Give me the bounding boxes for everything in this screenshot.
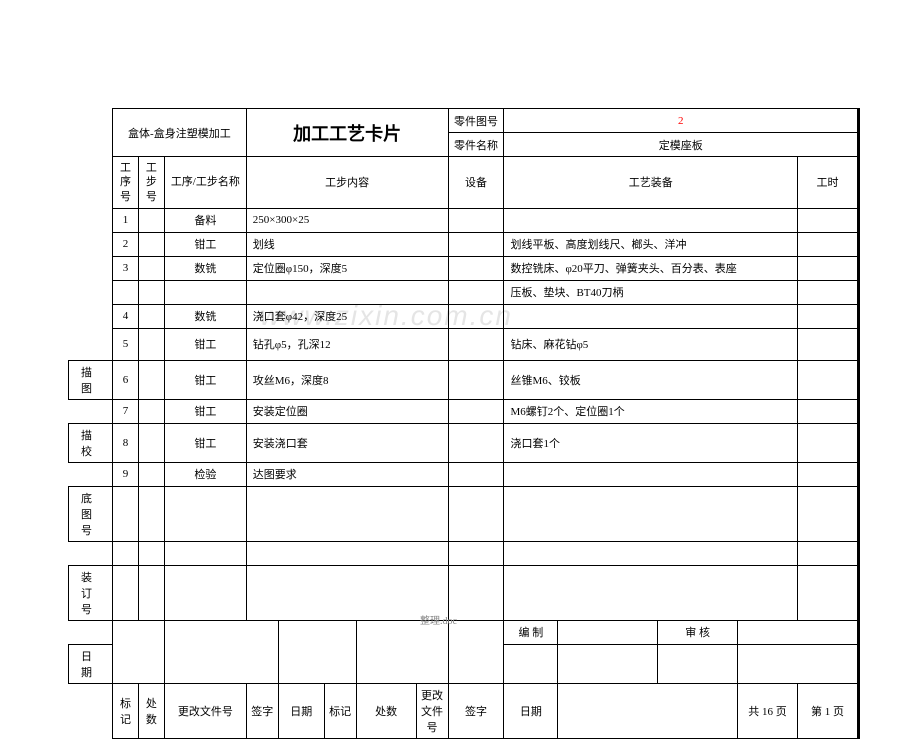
card-title: 加工工艺卡片 — [246, 109, 448, 157]
count-label: 处数 — [138, 683, 164, 738]
table-row: 编 制 审 核 — [69, 620, 858, 644]
table-row: 3 数铣 定位圈φ150，深度5 数控铣床、φ20平刀、弹簧夹头、百分表、表座 — [69, 256, 858, 280]
main-table: 盒体-盒身注塑模加工 加工工艺卡片 零件图号 2 零件名称 定模座板 工序号 工… — [68, 108, 858, 739]
table-row — [69, 541, 858, 565]
table-row: 7 钳工 安装定位圈 M6螺钉2个、定位圈1个 — [69, 399, 858, 423]
page-number: 第 1 页 — [797, 683, 857, 738]
left-label-base: 底图号 — [69, 486, 113, 541]
left-label-date: 日 期 — [69, 644, 113, 683]
change-file-label: 更改文件号 — [164, 683, 246, 738]
col-content: 工步内容 — [246, 157, 448, 209]
count-label2: 处数 — [356, 683, 416, 738]
col-seq: 工序号 — [112, 157, 138, 209]
col-hours: 工时 — [797, 157, 857, 209]
table-row: 2 钳工 划线 划线平板、高度划线尺、榔头、洋冲 — [69, 232, 858, 256]
table-row: 描 图 6 钳工 攻丝M6，深度8 丝锥M6、铰板 — [69, 360, 858, 399]
compile-label: 编 制 — [504, 620, 558, 644]
left-label-draw: 描 图 — [69, 360, 113, 399]
sign-label2: 签字 — [448, 683, 504, 738]
process-card: 盒体-盒身注塑模加工 加工工艺卡片 零件图号 2 零件名称 定模座板 工序号 工… — [68, 108, 860, 739]
table-row: 标记 处数 更改文件号 签字 日期 标记 处数 更改文件号 签字 日期 共 16… — [69, 683, 858, 738]
audit-label: 审 核 — [658, 620, 738, 644]
table-row: 压板、垫块、BT40刀柄 — [69, 280, 858, 304]
table-row: 9 检验 达图要求 — [69, 462, 858, 486]
footer-text: 整理.doc — [420, 612, 457, 627]
left-label-check: 描 校 — [69, 423, 113, 462]
col-device: 设备 — [448, 157, 504, 209]
table-row: 底图号 — [69, 486, 858, 541]
col-name: 工序/工步名称 — [164, 157, 246, 209]
mark-label: 标记 — [112, 683, 138, 738]
date-label: 日期 — [278, 683, 324, 738]
part-number: 2 — [504, 109, 858, 133]
col-step: 工步号 — [138, 157, 164, 209]
table-row: 描 校 8 钳工 安装浇口套 浇口套1个 — [69, 423, 858, 462]
table-row: 5 钳工 钻孔φ5，孔深12 钻床、麻花钻φ5 — [69, 328, 858, 360]
date-label2: 日期 — [504, 683, 558, 738]
product-name: 盒体-盒身注塑模加工 — [112, 109, 246, 157]
sign-label: 签字 — [246, 683, 278, 738]
mark-label2: 标记 — [324, 683, 356, 738]
table-row: 4 数铣 浇口套φ42，深度25 — [69, 304, 858, 328]
change-file-label2: 更改文件号 — [416, 683, 448, 738]
col-equip: 工艺装备 — [504, 157, 798, 209]
left-label-bind: 装订号 — [69, 565, 113, 620]
part-name-label: 零件名称 — [448, 133, 504, 157]
table-row: 1 备料 250×300×25 — [69, 208, 858, 232]
part-name: 定模座板 — [504, 133, 858, 157]
table-row: 装订号 — [69, 565, 858, 620]
part-number-label: 零件图号 — [448, 109, 504, 133]
total-pages: 共 16 页 — [738, 683, 798, 738]
